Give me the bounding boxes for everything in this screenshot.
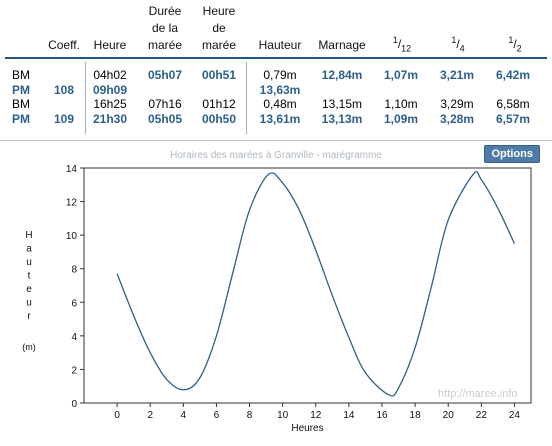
table-cell-duree: 07h16 bbox=[148, 97, 182, 111]
table-cell-marnage: 12,84m bbox=[321, 68, 363, 82]
table-cell-type: PM bbox=[12, 82, 30, 97]
header-half-den: 2 bbox=[516, 43, 522, 54]
y-axis-label-letter: H bbox=[25, 230, 32, 241]
table-cell-heure-maree: 01h12 bbox=[202, 97, 236, 111]
table-cell-heure: 21h30 bbox=[92, 111, 128, 126]
x-tick-label: 22 bbox=[476, 410, 488, 421]
x-tick-label: 16 bbox=[376, 410, 388, 421]
header-duree-line2: de la bbox=[151, 21, 179, 35]
table-cell-marnage: 13,13m bbox=[321, 111, 363, 126]
table-cell-coeff: 108 bbox=[53, 82, 75, 97]
x-tick-label: 0 bbox=[114, 410, 120, 421]
y-tick-label: 6 bbox=[71, 298, 77, 309]
header-heure: Heure bbox=[93, 38, 127, 52]
table-cell-twelfth: 1,07m bbox=[383, 68, 419, 82]
x-tick-label: 18 bbox=[410, 410, 422, 421]
y-tick-label: 12 bbox=[66, 198, 78, 209]
header-rule bbox=[5, 57, 547, 59]
y-axis-label-letter: a bbox=[26, 244, 32, 255]
y-axis-label-unit: (m) bbox=[22, 342, 36, 352]
y-tick-label: 14 bbox=[66, 164, 78, 175]
x-tick-label: 8 bbox=[247, 410, 253, 421]
header-heure-maree-line1: Heure bbox=[202, 4, 236, 18]
y-axis-label-letter: u bbox=[26, 257, 32, 268]
table-cell-quarter: 3,28m bbox=[439, 111, 475, 126]
header-duree-line3: marée bbox=[147, 38, 182, 52]
y-tick-label: 2 bbox=[71, 365, 77, 376]
header-twelfth-num: 1 bbox=[392, 35, 398, 45]
y-axis-label-letter: r bbox=[27, 311, 31, 322]
x-tick-label: 24 bbox=[509, 410, 521, 421]
table-cell-marnage: 13,15m bbox=[321, 97, 363, 111]
header-duree: Durée de la marée bbox=[140, 4, 190, 52]
x-tick-label: 2 bbox=[147, 410, 153, 421]
table-cell-half: 6,57m bbox=[495, 111, 531, 126]
tide-curve bbox=[116, 171, 516, 397]
table-cell-type: PM bbox=[12, 111, 30, 126]
y-tick-label: 10 bbox=[66, 231, 78, 242]
header-hauteur: Hauteur bbox=[258, 38, 302, 52]
header-half: 1/2 bbox=[508, 35, 522, 54]
table-cell-twelfth: 1,10m bbox=[384, 97, 418, 111]
col-divider-1 bbox=[85, 62, 86, 134]
table-cell-half: 6,58m bbox=[496, 97, 530, 111]
table-cell-quarter: 3,21m bbox=[439, 68, 475, 82]
header-quarter-num: 1 bbox=[451, 35, 457, 45]
y-axis-label-letter: e bbox=[26, 284, 32, 295]
table-cell-type: BM bbox=[12, 68, 30, 82]
table-cell-heure: 16h25 bbox=[93, 97, 127, 111]
y-tick-label: 0 bbox=[71, 399, 77, 410]
x-tick-label: 14 bbox=[343, 410, 355, 421]
header-twelfth: 1/12 bbox=[392, 35, 412, 54]
table-cell-duree: 05h05 bbox=[147, 111, 183, 126]
y-tick-label: 8 bbox=[71, 265, 77, 276]
table-cell-half: 6,42m bbox=[495, 68, 531, 82]
y-axis-label-letter: u bbox=[26, 298, 32, 309]
x-tick-label: 10 bbox=[277, 410, 289, 421]
x-tick-label: 6 bbox=[214, 410, 220, 421]
header-twelfth-den: 12 bbox=[401, 43, 412, 54]
y-tick-label: 4 bbox=[71, 332, 77, 343]
header-half-num: 1 bbox=[508, 35, 514, 45]
section-divider bbox=[0, 140, 552, 141]
header-heure-maree-line2: de bbox=[212, 21, 226, 35]
header-duree-line1: Durée bbox=[148, 4, 182, 18]
table-cell-heure: 09h09 bbox=[92, 82, 128, 97]
header-marnage: Marnage bbox=[318, 38, 366, 52]
table-cell-type: BM bbox=[12, 97, 30, 111]
header-quarter-den: 4 bbox=[459, 43, 465, 54]
header-heure-maree-line3: marée bbox=[201, 38, 236, 52]
x-tick-label: 20 bbox=[443, 410, 455, 421]
watermark: http://maree.info bbox=[438, 388, 518, 400]
x-tick-label: 4 bbox=[181, 410, 187, 421]
x-axis-label: Heures bbox=[291, 423, 323, 434]
options-button[interactable]: Options bbox=[484, 145, 540, 163]
plot-frame bbox=[83, 167, 532, 404]
table-cell-heure: 04h02 bbox=[93, 68, 127, 82]
table-cell-heure-maree: 00h51 bbox=[201, 68, 237, 82]
table-cell-hauteur: 0,48m bbox=[263, 97, 297, 111]
chart-title: Horaires des marées à Granville - marégr… bbox=[170, 150, 382, 161]
table-cell-hauteur: 13,61m bbox=[259, 111, 301, 126]
col-divider-2 bbox=[246, 62, 247, 134]
header-quarter: 1/4 bbox=[451, 35, 465, 54]
table-cell-heure-maree: 00h50 bbox=[201, 111, 237, 126]
y-axis-label-letter: t bbox=[28, 271, 31, 282]
table-cell-hauteur: 13,63m bbox=[259, 82, 301, 97]
table-cell-twelfth: 1,09m bbox=[383, 111, 419, 126]
table-cell-quarter: 3,29m bbox=[440, 97, 474, 111]
table-cell-coeff: 109 bbox=[53, 111, 75, 126]
table-cell-hauteur: 0,79m bbox=[263, 68, 297, 82]
header-coeff: Coeff. bbox=[48, 38, 80, 52]
x-tick-label: 12 bbox=[310, 410, 322, 421]
header-heure-maree: Heure de marée bbox=[194, 4, 244, 52]
table-cell-duree: 05h07 bbox=[147, 68, 183, 82]
